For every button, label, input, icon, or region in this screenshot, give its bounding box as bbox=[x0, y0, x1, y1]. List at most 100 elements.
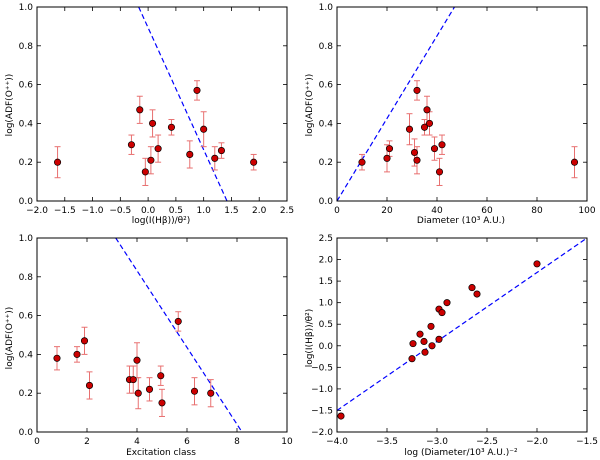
panel-3-ytick-label: 0.6 bbox=[19, 312, 34, 322]
panel-2-xtick-label: 60 bbox=[481, 206, 493, 216]
panel-3: 0 2 4 6 8 10 0.0 0.2 0.4 0.6 0.8 1.0 Excitation cla… bbox=[5, 234, 293, 458]
panel-2-point bbox=[413, 86, 421, 94]
panel-1-xtick-label: −1.0 bbox=[82, 206, 104, 216]
panel-4-ytick-label: 0.5 bbox=[319, 320, 333, 330]
panel-2-point bbox=[435, 168, 444, 176]
panel-2-point bbox=[438, 141, 446, 149]
panel-1-xtick-label: 1.0 bbox=[197, 206, 212, 216]
panel-3-point bbox=[85, 381, 94, 389]
panel-2-xlabel: Diameter (10³ A.U.) bbox=[417, 216, 505, 226]
panel-3-ytick-label: 0.4 bbox=[19, 350, 34, 360]
panel-1-ylabel: log(ADF(O⁺⁺)) bbox=[5, 74, 15, 137]
panel-2-point bbox=[383, 154, 391, 162]
panel-2-ytick-label: 0.6 bbox=[319, 81, 334, 91]
panel-4-point bbox=[420, 337, 428, 346]
panel-1-point bbox=[200, 125, 208, 133]
panel-4-frame bbox=[336, 237, 588, 433]
panel-2-ylabel: log(ADF(O⁺⁺)) bbox=[305, 74, 315, 137]
panel-4-xtick-label: −3.5 bbox=[376, 437, 398, 447]
panel-4-point bbox=[409, 340, 417, 348]
panel-4-ytick-label: −1.0 bbox=[311, 385, 333, 395]
panel-3-xtick-label: 10 bbox=[281, 437, 293, 447]
panel-1-ytick-label: 0.6 bbox=[19, 81, 34, 91]
panel-3-ytick-label: 1.0 bbox=[19, 234, 34, 244]
panel-1-xtick-label: −2.0 bbox=[26, 206, 48, 216]
panel-3-ytick-label: 0.2 bbox=[19, 389, 33, 399]
panel-3-point bbox=[53, 354, 61, 362]
panel-3-fit-line bbox=[115, 238, 243, 432]
panel-4-point bbox=[428, 342, 436, 350]
panel-4-ytick-label: −1.5 bbox=[311, 406, 333, 416]
panel-1-ytick-label: 0.2 bbox=[19, 158, 33, 168]
panel-2-xtick-label: 40 bbox=[431, 206, 443, 216]
panel-2-point bbox=[423, 106, 431, 114]
panel-4-point bbox=[408, 355, 416, 363]
panel-4-xtick-label: −1.5 bbox=[576, 437, 598, 447]
panel-3-point bbox=[190, 387, 199, 395]
panel-1-xtick-label: −0.5 bbox=[109, 206, 131, 216]
panel-2-point bbox=[420, 123, 429, 131]
panel-2-xtick-label: 80 bbox=[531, 206, 543, 216]
panel-1-ytick-label: 0.4 bbox=[19, 119, 34, 129]
panel-3-point bbox=[133, 356, 141, 364]
panel-3-point bbox=[207, 389, 215, 397]
panel-4-point bbox=[435, 335, 443, 343]
panel-4-ylabel: log(I(Hβ))/θ²) bbox=[305, 309, 315, 368]
panel-1-point bbox=[147, 156, 155, 164]
panel-2-point bbox=[425, 119, 434, 127]
panel-4-ytick-label: −0.5 bbox=[311, 363, 333, 373]
panel-2-ytick-label: 0.2 bbox=[319, 158, 333, 168]
panel-1-point bbox=[127, 141, 135, 149]
panel-2-point bbox=[358, 158, 366, 166]
panel-3-xtick-label: 0 bbox=[34, 437, 40, 447]
panel-2-point bbox=[410, 148, 419, 157]
panel-1-ytick-label: 0.8 bbox=[19, 42, 34, 52]
panel-3-ytick-label: 0.8 bbox=[19, 273, 34, 283]
panel-1-point bbox=[154, 145, 162, 153]
panel-2-ytick-label: 0.8 bbox=[319, 42, 334, 52]
panel-2-frame bbox=[336, 6, 588, 202]
panel-1-point bbox=[136, 106, 144, 114]
panel-1-content: −2.0 −1.5 −1.0 −0.5 0.0 0.5 1.0 1.5 2.0 2.5 0.0 0.2… bbox=[19, 3, 294, 216]
panel-4-xtick-label: −2.0 bbox=[526, 437, 548, 447]
panel-1-ytick-label: 1.0 bbox=[19, 3, 34, 13]
panel-3-ylabel: log(ADF(O⁺⁺)) bbox=[5, 307, 15, 370]
panel-3-xtick-label: 4 bbox=[134, 437, 140, 447]
panel-4-xtick-label: −3.0 bbox=[426, 437, 448, 447]
panel-1-point bbox=[193, 86, 201, 94]
panel-1-xtick-label: −1.5 bbox=[54, 206, 76, 216]
panel-4-xlabel: log (Diameter/10³ A.U.)⁻² bbox=[404, 448, 518, 458]
panel-4-point bbox=[337, 412, 345, 420]
panel-4-point bbox=[427, 322, 435, 330]
panel-4-ytick-label: −2.0 bbox=[311, 428, 333, 438]
panel-3-point bbox=[174, 317, 182, 325]
panel-1-point bbox=[149, 119, 157, 127]
panel-1-xtick-label: 0.0 bbox=[141, 206, 156, 216]
panel-4-ytick-label: 2.0 bbox=[319, 256, 334, 266]
panel-2-xtick-label: 0 bbox=[334, 206, 340, 216]
panel-3-point bbox=[80, 337, 89, 345]
panel-4-point bbox=[533, 260, 541, 268]
panel-1-xlabel: log(I(Hβ))/θ²) bbox=[132, 216, 191, 226]
panel-4-ytick-label: 1.0 bbox=[319, 299, 334, 309]
panel-2: 0 20 40 60 80 100 0.0 0.2 0.4 0.6 0.8 1.0 Diameter … bbox=[305, 3, 596, 226]
panel-2-point bbox=[385, 145, 394, 153]
panel-1-point bbox=[217, 147, 225, 155]
panel-4-ytick-label: 0.0 bbox=[319, 342, 334, 352]
panel-3-point bbox=[73, 350, 81, 358]
panel-1-xtick-label: 1.5 bbox=[224, 206, 238, 216]
panel-4-point bbox=[473, 290, 481, 298]
panel-3-frame bbox=[36, 237, 288, 433]
panel-1-point bbox=[186, 150, 194, 158]
panel-3-xlabel: Excitation class bbox=[126, 448, 196, 458]
panel-2-point bbox=[430, 145, 439, 153]
panel-2-content: 0 20 40 60 80 100 0.0 0.2 0.4 0.6 0.8 1.0 bbox=[319, 3, 596, 216]
panel-2-ytick-label: 1.0 bbox=[319, 3, 334, 13]
panel-4-ytick-label: 1.5 bbox=[319, 277, 333, 287]
panel-4-point bbox=[468, 284, 476, 292]
panel-3-content: 0 2 4 6 8 10 0.0 0.2 0.4 0.6 0.8 1.0 bbox=[19, 234, 293, 447]
panel-3-xtick-label: 8 bbox=[234, 437, 240, 447]
panel-2-fit-line bbox=[337, 7, 456, 201]
panel-1-point bbox=[167, 123, 175, 131]
